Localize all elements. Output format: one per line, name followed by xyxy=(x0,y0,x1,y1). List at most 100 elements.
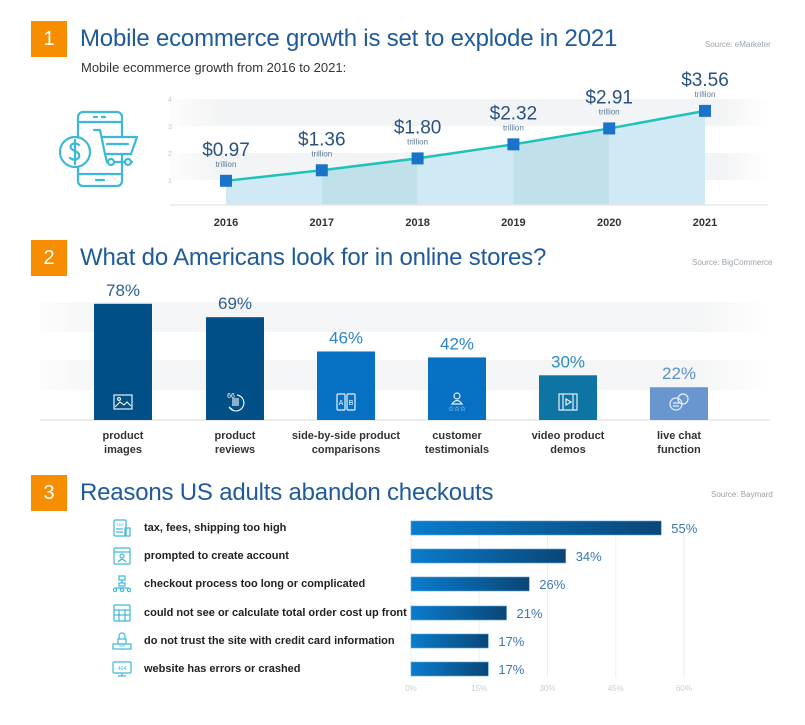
reason-label: do not trust the site with credit card i… xyxy=(144,635,395,647)
reason-row: checkout process too long or complicated xyxy=(112,575,365,593)
bar xyxy=(410,605,507,621)
bar xyxy=(428,357,486,420)
y-tick-label: 2 xyxy=(168,151,172,158)
area-segment xyxy=(321,158,418,205)
x-tick-label: 2017 xyxy=(310,217,334,229)
reason-label: website has errors or crashed xyxy=(144,663,301,675)
bar-value-label: 21% xyxy=(517,606,543,621)
data-unit-label: trillion xyxy=(311,149,332,158)
reason-label: could not see or calculate total order c… xyxy=(144,607,407,619)
x-tick-label: 15% xyxy=(471,684,487,693)
reason-label: checkout process too long or complicated xyxy=(144,578,366,590)
data-value-label: $2.32 xyxy=(490,103,538,124)
film-play-icon xyxy=(558,393,578,411)
checkout-abandonment-bar-chart: 0% 15% 30% 45% 60% 55% 34% 26% 21% 17% 17% xyxy=(405,520,698,693)
calculator-icon xyxy=(113,604,131,622)
svg-text:404: 404 xyxy=(118,666,127,672)
x-tick-label: 30% xyxy=(539,684,555,693)
data-value-label: $2.91 xyxy=(585,87,633,108)
category-label-line: side-by-side product xyxy=(291,430,401,442)
flowchart-icon xyxy=(112,575,132,593)
data-point-marker xyxy=(603,122,616,135)
data-unit-label: trillion xyxy=(216,160,237,169)
user-rating-stars-icon: ☆ ☆ ☆ xyxy=(448,392,466,413)
lock-password-icon: *** xyxy=(112,632,132,650)
bar-value-label: 78% xyxy=(106,281,140,300)
section-number-badge: 2 xyxy=(31,240,67,276)
bar-value-label: 42% xyxy=(440,334,474,353)
x-tick-label: 2021 xyxy=(693,217,717,229)
bar-value-label: 22% xyxy=(662,364,696,383)
source-label: Source: Baymard xyxy=(711,490,773,499)
chart-subtitle: Mobile ecommerce growth from 2016 to 202… xyxy=(81,60,347,75)
x-tick-label: 2016 xyxy=(214,217,238,229)
reason-row: *** do not trust the site with credit car… xyxy=(112,632,395,650)
category-label: live chat function xyxy=(619,429,739,457)
data-point-marker xyxy=(507,138,520,151)
error-404-monitor-icon: 404 xyxy=(112,661,132,677)
data-value-label: $1.80 xyxy=(394,117,442,138)
category-label-line: product xyxy=(102,430,144,442)
x-tick-label: 45% xyxy=(608,684,624,693)
section-title: Mobile ecommerce growth is set to explod… xyxy=(80,25,618,52)
bar-value-label: 55% xyxy=(671,521,697,536)
bar-value-label: 69% xyxy=(218,294,252,313)
data-value-label: $0.97 xyxy=(202,140,250,161)
category-label: side-by-side product comparisons xyxy=(286,429,406,457)
bar-value-label: 17% xyxy=(498,662,524,677)
category-label-line: testimonials xyxy=(424,444,490,456)
section-title: Reasons US adults abandon checkouts xyxy=(80,479,494,506)
svg-text:***: *** xyxy=(119,645,125,650)
svg-text:☆: ☆ xyxy=(454,405,460,413)
category-label: product reviews xyxy=(175,429,295,457)
svg-text:A: A xyxy=(339,400,344,407)
x-tick-label: 2018 xyxy=(405,217,429,229)
bar xyxy=(539,375,597,420)
y-tick-label: 3 xyxy=(168,124,172,131)
grid-band xyxy=(40,360,770,390)
section-title: What do Americans look for in online sto… xyxy=(80,244,547,271)
section-number-badge: 1 xyxy=(31,21,67,57)
category-label-line: video product xyxy=(531,430,605,442)
data-unit-label: trillion xyxy=(599,107,620,116)
category-label-line: reviews xyxy=(214,444,256,456)
grid-band xyxy=(40,302,770,332)
section-number-badge: 3 xyxy=(31,475,67,511)
source-label: Source: BigCommerce xyxy=(692,258,773,267)
category-label: video product demos xyxy=(508,429,628,457)
area-segment xyxy=(417,144,514,205)
reason-label: prompted to create account xyxy=(144,550,289,562)
x-tick-label: 2019 xyxy=(501,217,525,229)
category-label-line: demos xyxy=(550,444,586,456)
category-label-line: product xyxy=(214,430,256,442)
reason-row: 404 website has errors or crashed xyxy=(112,660,301,678)
mobile-ecommerce-area-chart: 1234$0.97trillion2016$1.36trillion2017$1… xyxy=(168,70,770,229)
bar xyxy=(410,661,489,677)
reason-label: tax, fees, shipping too high xyxy=(144,522,287,534)
data-point-marker xyxy=(220,174,232,187)
x-tick-label: 2020 xyxy=(597,217,621,229)
area-segment xyxy=(513,128,610,205)
data-point-marker xyxy=(315,164,328,177)
category-label-line: comparisons xyxy=(311,444,381,456)
data-value-label: $3.56 xyxy=(681,70,729,91)
y-tick-label: 4 xyxy=(168,97,172,104)
data-point-marker xyxy=(411,152,424,165)
reason-row: prompted to create account xyxy=(112,547,289,565)
svg-text:☆: ☆ xyxy=(460,405,466,413)
y-tick-label: 1 xyxy=(168,178,172,185)
quote-speech-bubble-icon: 66 xyxy=(227,393,245,412)
bar-value-label: 30% xyxy=(551,352,585,371)
image-icon xyxy=(113,394,133,410)
bar-value-label: 34% xyxy=(576,549,602,564)
bar xyxy=(410,633,489,649)
svg-text:B: B xyxy=(349,400,354,407)
bar xyxy=(317,351,375,420)
svg-text:66: 66 xyxy=(227,393,235,400)
bar xyxy=(410,520,662,536)
svg-text:TAX: TAX xyxy=(116,522,124,527)
series-line xyxy=(225,109,706,183)
x-tick-label: 0% xyxy=(405,684,417,693)
